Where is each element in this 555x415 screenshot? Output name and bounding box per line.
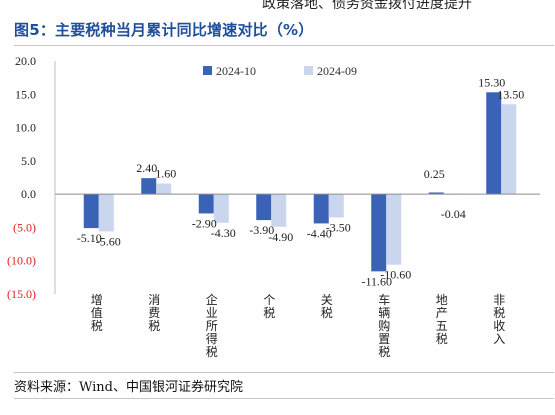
y-tick-label: 5.0	[21, 154, 36, 168]
bar-2024-09-3	[271, 194, 287, 227]
legend-swatch-2024-09	[304, 66, 313, 75]
y-tick-label: 10.0	[15, 121, 36, 135]
category-label: 企业所得税	[206, 292, 218, 359]
bar-chart: 20.0 15.0 10.0 5.0 0.0 (5.0) (10.0) (15.0) -5.10…	[7, 54, 540, 359]
source-note: 资料来源：Wind、中国银河证券研究院	[14, 380, 243, 395]
data-label-2024-10-1: 2.40	[136, 161, 157, 175]
data-label-2024-10-6: 0.25	[424, 167, 445, 181]
title-divider	[14, 45, 554, 46]
legend-swatch-2024-10	[203, 66, 212, 75]
bottom-divider	[14, 398, 554, 399]
category-label: 车辆购置税	[378, 292, 390, 359]
data-label-2024-10-3: -3.90	[249, 223, 274, 237]
data-label-2024-10-4: -4.40	[307, 226, 332, 240]
legend-label-2024-10: 2024-10	[216, 64, 256, 78]
bar-2024-10-1	[141, 178, 157, 195]
category-label: 非税收入	[493, 293, 505, 346]
y-tick-label: 15.0	[15, 87, 36, 101]
bar-2024-09-7	[501, 104, 517, 195]
data-label-2024-09-0: -5.60	[96, 234, 121, 248]
y-tick-label: (15.0)	[7, 287, 36, 301]
y-tick-label: 0.0	[21, 187, 36, 201]
data-label-2024-10-7: 15.30	[478, 75, 505, 89]
category-label: 地产五税	[436, 293, 448, 346]
bar-2024-09-1	[156, 183, 172, 195]
figure-title: 图5：主要税种当月累计同比增速对比（%）	[14, 21, 314, 39]
data-label-2024-09-1: 1.60	[155, 166, 176, 180]
bar-2024-10-3	[256, 194, 272, 221]
legend-label-2024-09: 2024-09	[317, 64, 357, 78]
bar-2024-10-6	[428, 192, 444, 195]
bar-2024-10-5	[371, 194, 387, 272]
data-label-2024-10-0: -5.10	[77, 231, 102, 245]
data-label-2024-09-3: -4.90	[268, 230, 293, 244]
header-text-fragment: 政策落地、债务资金拨付进度提升	[262, 0, 472, 11]
data-label-2024-09-2: -4.30	[211, 226, 236, 240]
bar-2024-10-4	[313, 194, 329, 224]
bar-2024-10-0	[83, 194, 99, 229]
category-label: 增值税	[91, 293, 103, 333]
y-tick-label: (5.0)	[13, 220, 36, 234]
data-label-2024-10-2: -2.90	[192, 216, 217, 230]
bar-2024-09-4	[328, 194, 344, 218]
bar-2024-10-7	[486, 92, 502, 195]
data-label-2024-09-5: -10.60	[380, 268, 411, 282]
bar-2024-09-5	[386, 194, 402, 265]
y-tick-label: (10.0)	[7, 254, 36, 268]
data-label-2024-09-7: 13.50	[497, 87, 524, 101]
category-label: 消费税	[148, 293, 160, 333]
bar-2024-10-2	[198, 194, 214, 214]
data-label-2024-10-5: -11.60	[361, 274, 392, 288]
data-label-2024-09-4: -3.50	[326, 220, 351, 234]
data-label-2024-09-6: -0.04	[441, 207, 466, 221]
bar-2024-09-0	[98, 194, 114, 232]
source-divider	[14, 372, 554, 373]
bar-2024-09-2	[213, 194, 229, 223]
category-label: 关税	[321, 293, 333, 320]
category-label: 个税	[263, 293, 275, 320]
y-tick-label: 20.0	[15, 54, 36, 68]
